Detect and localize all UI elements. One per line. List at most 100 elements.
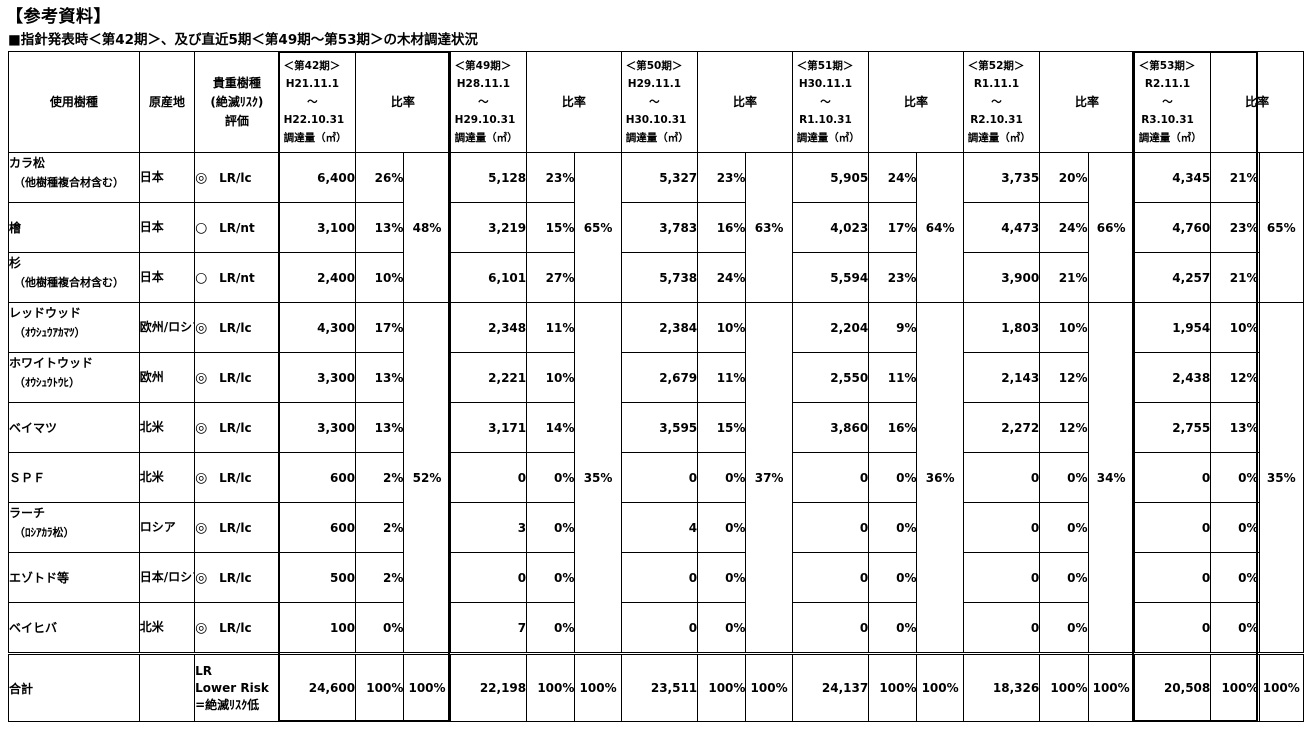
volume-cell: 100 <box>278 602 357 654</box>
period-to: H29.10.31 <box>454 114 516 126</box>
volume-cell: 0 <box>1133 452 1212 503</box>
origin-cell: 日本 <box>138 202 196 253</box>
rating-risk: LR/lc <box>219 570 252 585</box>
header-ratio-0: 比率 <box>355 51 451 153</box>
volume-cell: 3,595 <box>620 402 699 453</box>
total-volume-cell: 22,198 <box>449 652 528 722</box>
period-to: R3.10.31 <box>1141 114 1194 126</box>
period-tilde: ～ <box>1162 96 1173 108</box>
import-ratio-cell: 37% <box>745 302 793 654</box>
volume-cell: 0 <box>1133 602 1212 654</box>
total-share-cell: 100% <box>1210 652 1260 722</box>
volume-cell: 0 <box>962 502 1041 553</box>
share-cell: 23% <box>526 152 576 203</box>
timber-procurement-table: 使用樹種 原産地 貴重樹種 (絶滅ﾘｽｸ) 評価 ＜第42期＞ H21.11.1 ～ H22.1… <box>8 51 1305 722</box>
origin-cell: 日本/ロシア <box>138 552 196 603</box>
total-volume-cell: 23,511 <box>620 652 699 722</box>
share-cell: 12% <box>1039 402 1089 453</box>
rating-cell: ◎ LR/lc <box>194 602 280 654</box>
species-name: エゾトド等 <box>9 570 70 585</box>
volume-cell: 2,550 <box>791 352 870 403</box>
total-share-cell: 100% <box>526 652 576 722</box>
total-row: 合計 LR Lower Risk =絶滅ﾘｽｸ低 24,600 100% 100% 22,19… <box>8 652 1305 722</box>
period-label: ＜第53期＞ <box>1138 60 1196 72</box>
share-cell: 0% <box>1210 602 1260 654</box>
share-cell: 21% <box>1039 252 1089 303</box>
period-label: ＜第49期＞ <box>454 60 512 72</box>
period-from: H28.11.1 <box>456 78 511 90</box>
species-cell: ベイヒバ <box>8 602 140 654</box>
species-note: （他樹種複合材含む） <box>14 176 124 189</box>
share-cell: 0% <box>1210 552 1260 603</box>
species-note: （ｵｳｼｭｳｱｶﾏﾂ） <box>14 326 86 339</box>
share-cell: 17% <box>868 202 918 253</box>
share-cell: 15% <box>697 402 747 453</box>
volume-cell: 0 <box>449 452 528 503</box>
volume-cell: 2,272 <box>962 402 1041 453</box>
species-cell: ラーチ （ﾛｼｱｶﾗ松） <box>8 502 140 553</box>
volume-cell: 2,679 <box>620 352 699 403</box>
rating-mark-icon: ◎ <box>195 619 208 636</box>
total-ratio-cell: 100% <box>1258 652 1305 722</box>
share-cell: 0% <box>1039 552 1089 603</box>
legend-line: =絶滅ﾘｽｸ低 <box>195 697 260 712</box>
volume-cell: 3,171 <box>449 402 528 453</box>
share-cell: 24% <box>1039 202 1089 253</box>
total-share-cell: 100% <box>697 652 747 722</box>
period-label: ＜第52期＞ <box>967 60 1025 72</box>
document-subheading: ■指針発表時＜第42期＞、及び直近5期＜第49期～第53期＞の木材調達状況 <box>8 32 479 48</box>
species-cell: カラ松 （他樹種複合材含む） <box>8 152 140 203</box>
share-cell: 17% <box>355 302 405 353</box>
share-cell: 11% <box>868 352 918 403</box>
total-share-cell: 100% <box>868 652 918 722</box>
period-tilde: ～ <box>820 96 831 108</box>
volume-cell: 0 <box>620 552 699 603</box>
species-name: ベイマツ <box>9 420 58 435</box>
rating-mark-icon: ◎ <box>195 519 208 536</box>
share-cell: 10% <box>526 352 576 403</box>
species-name: ホワイトウッド <box>9 356 94 370</box>
share-cell: 10% <box>355 252 405 303</box>
share-cell: 0% <box>868 552 918 603</box>
share-cell: 12% <box>1039 352 1089 403</box>
total-ratio-cell: 100% <box>916 652 964 722</box>
rating-mark-icon: ○ <box>195 269 208 286</box>
share-cell: 0% <box>1039 502 1089 553</box>
rating-cell: ◎ LR/lc <box>194 552 280 603</box>
origin-cell: 欧州/ロシア <box>138 302 196 353</box>
volume-cell: 5,594 <box>791 252 870 303</box>
volume-cell: 4,023 <box>791 202 870 253</box>
share-cell: 16% <box>868 402 918 453</box>
header-species: 使用樹種 <box>8 51 140 153</box>
total-volume-cell: 20,508 <box>1133 652 1212 722</box>
volume-cell: 6,400 <box>278 152 357 203</box>
header-rating-line2: (絶滅ﾘｽｸ) <box>210 94 264 109</box>
share-cell: 0% <box>697 552 747 603</box>
volume-cell: 5,128 <box>449 152 528 203</box>
rating-mark-icon: ◎ <box>195 419 208 436</box>
volume-cell: 500 <box>278 552 357 603</box>
species-name: レッドウッド <box>9 306 82 320</box>
rating-cell: ◎ LR/lc <box>194 402 280 453</box>
rating-mark-icon: ◎ <box>195 169 208 186</box>
share-cell: 0% <box>868 602 918 654</box>
domestic-ratio-cell: 48% <box>403 152 451 303</box>
import-ratio-cell: 35% <box>574 302 622 654</box>
period-from: R2.11.1 <box>1144 78 1191 90</box>
share-cell: 14% <box>526 402 576 453</box>
period-from: H30.11.1 <box>798 78 853 90</box>
species-name: カラ松 <box>9 156 46 170</box>
volume-cell: 5,738 <box>620 252 699 303</box>
species-note: （ｵｳｼｭｳﾄｳﾋ） <box>14 376 80 389</box>
rating-mark-icon: ○ <box>195 219 208 236</box>
table-row: カラ松 （他樹種複合材含む） 日本 ◎ LR/lc 6,400 26% 48% 5,128 23%… <box>8 152 1305 303</box>
period-tilde: ～ <box>991 96 1002 108</box>
period-from: R1.11.1 <box>973 78 1020 90</box>
period-label: ＜第50期＞ <box>625 60 683 72</box>
volume-cell: 2,348 <box>449 302 528 353</box>
period-unit: 調達量（㎥） <box>796 132 860 144</box>
volume-cell: 4,300 <box>278 302 357 353</box>
share-cell: 15% <box>526 202 576 253</box>
share-cell: 26% <box>355 152 405 203</box>
legend-line: LR <box>195 663 213 678</box>
